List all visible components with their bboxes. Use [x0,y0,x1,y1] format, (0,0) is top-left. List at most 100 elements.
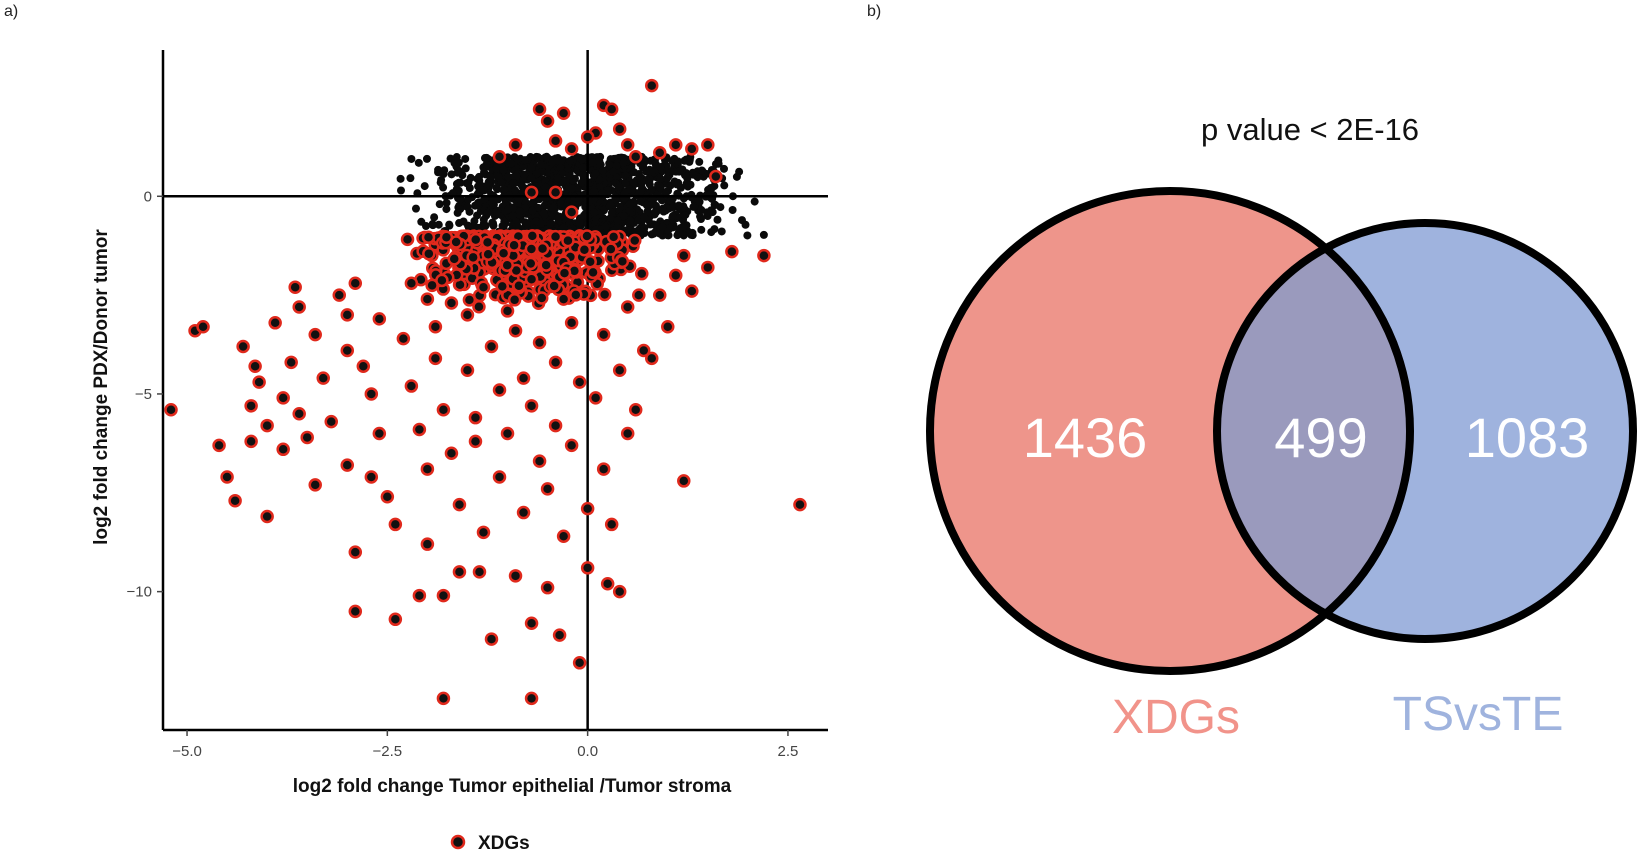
xdg-point [404,276,419,291]
xdg-point [540,580,555,595]
xdg-point [669,138,683,152]
background-point [548,158,557,167]
xdg-point [288,280,302,294]
background-point [437,175,446,184]
xdg-point [420,462,435,476]
xdg-point [757,248,771,263]
venn-circle-xdgs-outline [926,187,1414,675]
xdg-point [588,391,603,405]
xdg-point [452,497,467,512]
xdg-point [484,632,499,646]
background-point [414,158,423,167]
venn-circle-tsvste-outline [1213,219,1637,643]
background-point [504,172,513,181]
background-point [499,185,508,194]
xdg-point [500,426,515,441]
xdg-point [492,383,507,397]
xdg-point [421,230,436,245]
background-point [634,216,643,225]
background-point [565,156,574,165]
background-point [440,166,449,175]
xdg-point [677,474,691,488]
xdg-point [540,482,555,496]
xdg-point [628,403,643,417]
background-point [434,168,443,177]
background-point [482,160,491,169]
background-point [703,208,712,217]
xdg-point [248,359,262,374]
xdg-point [572,656,587,670]
background-point [741,220,750,229]
xdg-point [244,399,258,413]
legend-label: XDGs [478,833,530,851]
xdg-point [547,279,561,293]
background-point [417,217,426,226]
background-point [396,186,405,195]
background-point [695,157,704,166]
xdg-point [532,102,547,117]
xdg-point [577,242,592,257]
background-point [713,215,722,224]
background-point [605,160,614,169]
xdg-point [652,288,667,302]
xdg-point [388,517,403,532]
xdg-point [508,569,523,583]
background-point [518,187,527,196]
background-point [613,216,622,225]
background-point [489,195,498,204]
background-point [637,177,646,186]
background-point [687,190,696,199]
background-point [640,158,649,167]
xdg-point [308,478,322,492]
xdg-point [236,339,250,354]
xdg-point [507,238,521,252]
xdg-point [476,525,491,540]
background-point [636,187,645,196]
background-point [475,172,484,181]
xdg-point [532,335,547,350]
background-point [682,179,691,188]
background-point [482,153,491,162]
xdg-point [612,363,627,377]
tick-labels: −5.0 −2.5 0.0 2.5 −10 −5 0 [127,188,799,760]
background-point [442,198,451,207]
background-point [656,163,665,172]
xdg-point [435,273,449,288]
background-point [688,228,697,237]
xdg-point [460,363,475,377]
xdg-point [564,205,579,219]
background-point [636,197,645,206]
xdg-point [532,454,547,468]
panel-b-label: b) [867,3,882,20]
background-point [447,170,456,179]
background-point [537,219,546,228]
xdg-point [580,130,595,144]
reference-lines [163,50,828,730]
xdg-point [596,462,611,476]
background-point [674,157,683,166]
xdg-point [597,287,612,302]
background-point [613,223,622,232]
background-point [717,227,726,236]
background-point [707,228,716,237]
background-point [407,154,416,163]
xdg-point [428,351,443,366]
xdg-point [164,403,178,417]
xdg-point [548,185,563,200]
background-point [598,188,607,197]
background-point [455,167,464,176]
xdg-point [468,232,483,247]
background-point [591,169,600,178]
xdg-point [632,288,646,302]
xdg-point [540,114,555,128]
xdg-point [548,355,563,370]
background-point [655,229,664,238]
background-point [651,207,660,216]
xdg-point [468,434,483,449]
background-point [578,163,587,172]
xdg-point [524,185,539,200]
venn-count-intersection: 499 [1274,406,1367,469]
background-point [614,182,623,191]
xdg-point [644,351,659,366]
